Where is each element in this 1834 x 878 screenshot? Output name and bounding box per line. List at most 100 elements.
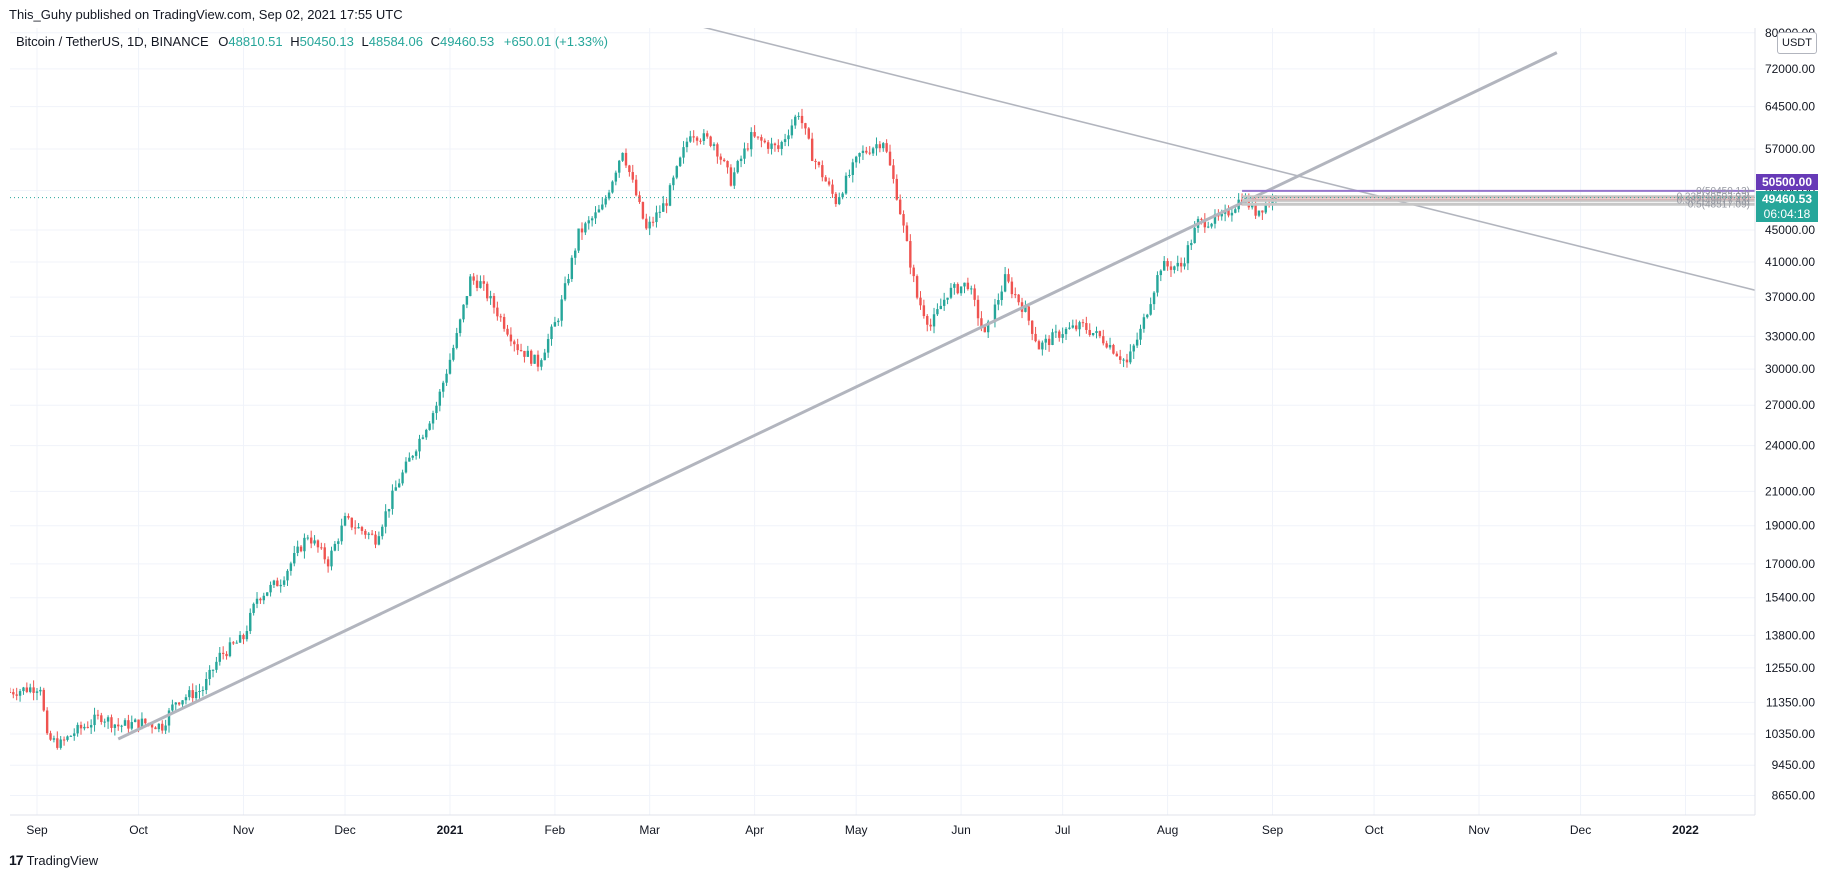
y-tick-label: 17000.00 bbox=[1765, 557, 1815, 571]
candle-body bbox=[1051, 332, 1054, 346]
candle-body bbox=[492, 295, 496, 308]
candle-body bbox=[161, 723, 164, 731]
currency-selector[interactable]: USDT bbox=[1777, 32, 1817, 54]
candle-body bbox=[276, 580, 279, 587]
candle-body bbox=[1102, 336, 1105, 344]
candle-body bbox=[689, 136, 692, 142]
candle-body bbox=[1203, 219, 1207, 228]
candle-body bbox=[1227, 210, 1230, 216]
candle-body bbox=[42, 689, 45, 711]
candle-body bbox=[249, 612, 252, 632]
candle-body bbox=[1210, 223, 1213, 227]
candle-body bbox=[1176, 262, 1179, 267]
candle-body bbox=[1115, 353, 1119, 357]
candle-body bbox=[100, 715, 103, 723]
candle-body bbox=[685, 141, 689, 148]
candle-body bbox=[800, 115, 804, 124]
candle-body bbox=[733, 172, 736, 186]
candle-body bbox=[367, 533, 370, 535]
candle-body bbox=[909, 241, 912, 268]
candle-body bbox=[462, 304, 465, 320]
candle-body bbox=[282, 580, 286, 585]
candle-body bbox=[157, 723, 161, 730]
candle-body bbox=[912, 267, 915, 277]
candle-body bbox=[976, 299, 980, 319]
candle-body bbox=[32, 687, 35, 693]
candle-body bbox=[936, 309, 939, 315]
candle-body bbox=[1149, 304, 1152, 315]
candle-body bbox=[1169, 266, 1173, 270]
candle-body bbox=[888, 151, 892, 166]
candle-body bbox=[1034, 333, 1037, 342]
fib-label: 0.382(49077.43) bbox=[1677, 195, 1750, 206]
candle-body bbox=[949, 287, 953, 298]
candle-body bbox=[706, 133, 709, 137]
candle-body bbox=[953, 284, 956, 288]
candle-body bbox=[448, 359, 452, 374]
y-tick-label: 57000.00 bbox=[1765, 142, 1815, 156]
candle-body bbox=[184, 697, 188, 701]
x-tick-label: Nov bbox=[233, 823, 254, 837]
candle-body bbox=[580, 228, 584, 233]
candle-body bbox=[252, 603, 255, 613]
candle-body bbox=[878, 144, 882, 149]
candle-body bbox=[181, 700, 184, 705]
y-tick-label: 9450.00 bbox=[1772, 758, 1816, 772]
candle-body bbox=[1037, 341, 1041, 350]
candle-body bbox=[770, 143, 773, 149]
candle-body bbox=[672, 177, 675, 186]
candle-body bbox=[523, 350, 526, 357]
candle-body bbox=[1163, 261, 1166, 271]
candle-body bbox=[753, 132, 756, 137]
candle-body bbox=[804, 123, 807, 129]
candle-body bbox=[39, 689, 42, 692]
candle-body bbox=[198, 691, 201, 693]
candle-body bbox=[442, 382, 445, 392]
candle-body bbox=[482, 281, 486, 284]
candle-body bbox=[56, 738, 59, 748]
candle-body bbox=[871, 148, 875, 154]
candle-body bbox=[898, 199, 902, 215]
footer-branding[interactable]: 17 TradingView bbox=[9, 852, 98, 868]
candle-body bbox=[259, 598, 262, 601]
candle-body bbox=[414, 451, 418, 456]
symbol-name: Bitcoin / TetherUS, 1D, BINANCE bbox=[16, 34, 209, 49]
x-tick-label: Sep bbox=[1262, 823, 1284, 837]
candle-body bbox=[1098, 331, 1102, 337]
candle-body bbox=[1095, 331, 1098, 334]
candle-body bbox=[306, 537, 309, 539]
candle-body bbox=[621, 152, 624, 161]
candle-body bbox=[316, 540, 320, 548]
close-value: 49460.53 bbox=[440, 34, 495, 49]
candle-body bbox=[712, 144, 716, 146]
candle-body bbox=[113, 724, 117, 728]
candle-body bbox=[1207, 226, 1210, 228]
candle-body bbox=[499, 316, 502, 318]
candle-body bbox=[763, 140, 766, 143]
candle-body bbox=[353, 527, 357, 529]
candle-body bbox=[766, 142, 770, 149]
candle-body bbox=[286, 570, 289, 581]
candle-body bbox=[1200, 218, 1203, 220]
candle-body bbox=[530, 350, 533, 364]
candle-body bbox=[10, 691, 12, 693]
candle-body bbox=[1173, 266, 1176, 270]
low-value: 48584.06 bbox=[368, 34, 423, 49]
candle-body bbox=[959, 286, 963, 294]
candle-body bbox=[1139, 328, 1142, 340]
y-tick-label: 13800.00 bbox=[1765, 628, 1815, 642]
candle-body bbox=[624, 152, 628, 166]
candle-body bbox=[49, 733, 52, 740]
candle-body bbox=[496, 307, 499, 317]
candle-body bbox=[743, 148, 746, 159]
candle-body bbox=[1135, 339, 1139, 346]
close-label: C bbox=[430, 34, 441, 49]
candle-body bbox=[570, 257, 574, 279]
candle-body bbox=[337, 541, 340, 544]
candle-body bbox=[722, 159, 726, 162]
candle-body bbox=[631, 172, 634, 180]
candle-body bbox=[1044, 338, 1047, 343]
candle-body bbox=[123, 720, 127, 726]
y-tick-label: 15400.00 bbox=[1765, 591, 1815, 605]
